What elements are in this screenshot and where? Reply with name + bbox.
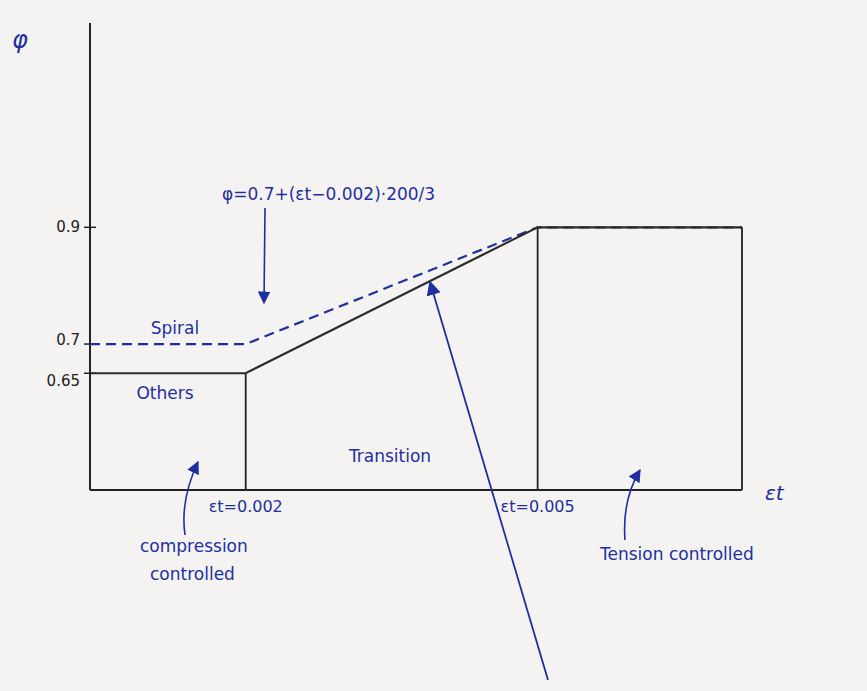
y-axis-title: φ [12,26,28,54]
x-tick [245,373,247,490]
y-tick-label: 0.65 [47,372,80,390]
annotation: compressioncontrolled [140,536,248,584]
y-axis [89,23,91,490]
formula: φ=0.7+(εt−0.002)·200/3 [222,184,435,204]
arrow [430,282,548,680]
series-label: Spiral [151,318,199,338]
annotation: Tension controlled [599,544,754,564]
x-tick-label: εt=0.002 [209,497,283,516]
series-line [90,227,742,373]
y-tick-label: 0.7 [56,331,80,349]
y-tick [84,227,96,229]
series-line [90,227,742,344]
x-tick [537,227,539,490]
x-tick-label: εt=0.005 [501,497,575,516]
x-axis-title: εt [765,481,785,505]
series-label: Others [136,383,193,403]
arrow [625,470,640,540]
annotation: Transition [348,446,431,466]
y-tick-label: 0.9 [56,218,80,236]
arrow [264,208,265,303]
arrow [184,462,198,535]
chart: 0.65 0.7 0.9 εt=0.002 εt=0.005 Spiral Others φ ε… [0,0,867,691]
plot-area [90,227,742,373]
range-edge [741,227,743,490]
